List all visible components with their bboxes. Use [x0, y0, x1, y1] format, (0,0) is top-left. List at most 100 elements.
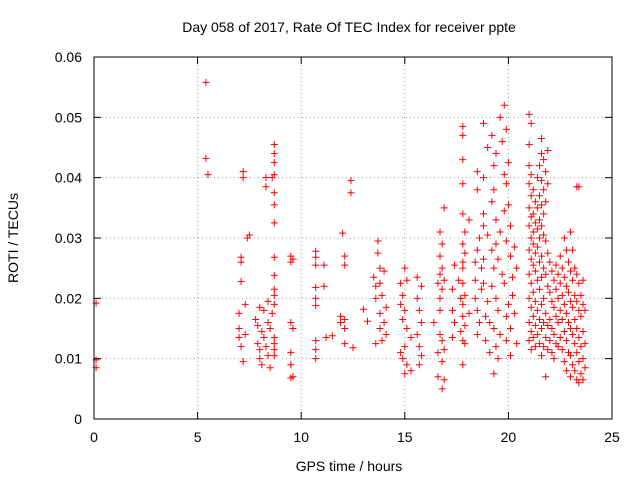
- x-tick-label: 15: [397, 429, 413, 445]
- data-point: [548, 349, 556, 357]
- data-point: [529, 312, 537, 320]
- data-point: [558, 291, 566, 299]
- data-point: [556, 279, 564, 287]
- data-point: [494, 255, 502, 263]
- data-point: [562, 309, 570, 317]
- data-point: [527, 171, 535, 179]
- data-point: [502, 312, 510, 320]
- data-point: [239, 358, 247, 366]
- data-point: [511, 309, 519, 317]
- data-point: [538, 325, 546, 332]
- data-point: [504, 201, 512, 209]
- data-point: [552, 285, 560, 293]
- data-point: [407, 334, 415, 342]
- data-point: [527, 279, 535, 287]
- data-point: [264, 352, 272, 360]
- data-point: [459, 312, 467, 320]
- data-point: [560, 328, 568, 336]
- data-point: [571, 291, 579, 299]
- data-point: [567, 267, 575, 275]
- data-point: [480, 279, 488, 287]
- data-point: [542, 373, 550, 381]
- data-point: [401, 306, 409, 314]
- data-point: [567, 228, 575, 236]
- data-point: [376, 325, 384, 332]
- data-point: [511, 243, 519, 251]
- data-point: [564, 288, 572, 296]
- data-point: [538, 252, 546, 260]
- data-point: [544, 282, 552, 290]
- data-point: [312, 247, 320, 255]
- data-point: [397, 349, 405, 357]
- data-point: [459, 361, 467, 369]
- data-point: [560, 300, 568, 308]
- data-point: [529, 240, 537, 248]
- data-point: [571, 367, 579, 375]
- data-point: [552, 312, 560, 320]
- data-point: [480, 210, 488, 218]
- data-point: [535, 340, 543, 348]
- data-point: [502, 237, 510, 245]
- data-point: [266, 364, 274, 372]
- data-point: [486, 318, 494, 326]
- data-point: [554, 294, 562, 302]
- data-point: [544, 180, 552, 188]
- data-point: [289, 325, 297, 332]
- data-point: [527, 328, 535, 336]
- data-point: [397, 279, 405, 287]
- data-point: [312, 346, 320, 354]
- data-point: [496, 228, 504, 236]
- data-point: [504, 300, 512, 308]
- y-tick-label: 0.06: [55, 49, 82, 65]
- data-point: [328, 332, 336, 340]
- data-point: [540, 264, 548, 272]
- data-point: [364, 317, 372, 325]
- data-point: [542, 168, 550, 176]
- data-point: [417, 318, 425, 326]
- data-point: [268, 309, 276, 317]
- y-tick-label: 0.02: [55, 290, 82, 306]
- y-tick-label: 0.04: [55, 170, 82, 186]
- data-point: [527, 346, 535, 354]
- data-point: [527, 192, 535, 200]
- data-point: [374, 237, 382, 245]
- data-point: [270, 300, 278, 308]
- data-point: [436, 306, 444, 314]
- data-point: [560, 234, 568, 242]
- data-point: [538, 134, 546, 142]
- data-point: [556, 252, 564, 260]
- data-point: [312, 337, 320, 345]
- data-point: [527, 303, 535, 311]
- data-point: [417, 282, 425, 290]
- data-point: [509, 291, 517, 299]
- data-point: [552, 261, 560, 269]
- data-point: [264, 318, 272, 326]
- data-point: [571, 315, 579, 323]
- data-point: [434, 349, 442, 357]
- data-points: [92, 78, 589, 393]
- data-point: [513, 340, 521, 348]
- data-point: [535, 258, 543, 266]
- data-point: [575, 279, 583, 287]
- data-point: [473, 331, 481, 339]
- data-point: [477, 285, 485, 293]
- data-point: [562, 337, 570, 345]
- data-point: [569, 276, 577, 284]
- data-point: [550, 276, 558, 284]
- data-point: [492, 294, 500, 302]
- data-point: [571, 340, 579, 348]
- data-point: [542, 198, 550, 206]
- data-point: [382, 331, 390, 339]
- data-point: [376, 309, 384, 317]
- data-point: [264, 297, 272, 305]
- data-point: [540, 231, 548, 239]
- data-point: [538, 150, 546, 158]
- data-point: [488, 131, 496, 139]
- data-point: [438, 285, 446, 293]
- data-point: [579, 276, 587, 284]
- data-point: [312, 302, 320, 310]
- data-point: [258, 361, 266, 369]
- x-tick-label: 0: [90, 429, 98, 445]
- x-tick-label: 5: [194, 429, 202, 445]
